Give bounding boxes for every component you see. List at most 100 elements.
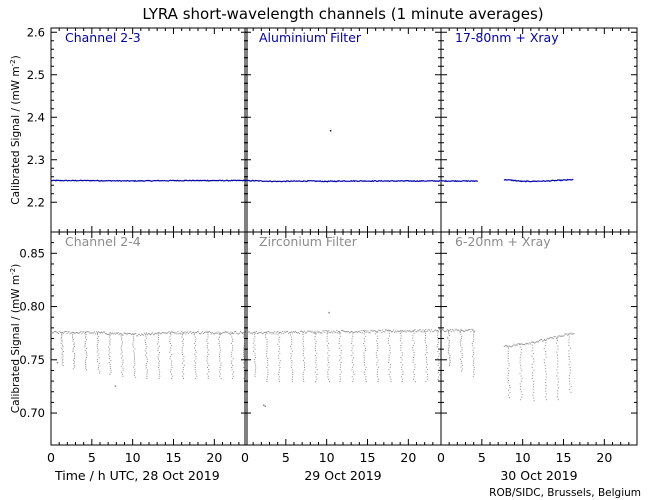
dip-point [328,354,330,356]
data-point [451,329,453,330]
data-point [58,330,60,332]
data-point [171,330,173,332]
data-point [333,330,335,332]
dip-point [437,337,439,338]
data-point [173,331,175,333]
data-point [546,337,548,339]
dip-point [183,360,185,362]
y-axis-label: Calibrated Signal / (mW m-2) [9,264,22,413]
dip-point [108,350,110,352]
data-point [294,331,295,333]
dip-point [508,380,509,381]
dip-point [557,390,559,392]
data-point [90,332,92,334]
data-point [268,331,270,333]
data-point [277,330,279,332]
data-point [162,332,164,333]
data-point [395,331,397,333]
data-point [537,341,538,343]
data-point [175,332,177,334]
dip-point [181,336,183,338]
dip-point [302,334,304,335]
dip-point [364,345,366,347]
dip-point [473,332,475,334]
dip-point [315,340,317,342]
dip-point [134,358,135,360]
dip-point [278,332,280,334]
data-point [283,332,285,334]
dip-point [569,372,571,374]
dip-point [146,363,148,365]
data-point [327,332,329,334]
dip-point [158,345,160,347]
data-point [177,331,179,332]
dip-point [412,340,414,342]
dip-point [339,338,341,340]
dip-point [206,360,208,362]
dip-point [412,330,414,332]
dip-point [146,375,148,377]
data-point [441,329,442,331]
dip-point [242,332,244,334]
data-point [198,331,199,333]
data-point [401,330,403,331]
data-point [566,333,568,335]
dip-point [460,358,461,360]
dip-point [171,345,172,347]
panel-label: Channel 2-4 [65,234,141,249]
dip-point [427,378,429,380]
dip-point [461,337,462,339]
dip-point [473,336,475,338]
data-point [313,332,315,334]
data-point [423,331,425,333]
dip-point [86,339,87,341]
data-point [409,330,411,332]
data-point [74,333,76,335]
dip-point [425,335,426,337]
data-point [368,332,370,333]
data-point [163,332,165,334]
data-point [344,331,345,332]
dip-point [315,343,317,345]
dip-point [508,372,509,374]
dip-point [472,375,474,377]
dip-point [472,349,474,351]
dip-point [207,353,209,355]
data-point [529,342,531,344]
dip-point [60,338,62,340]
data-point [304,332,306,334]
dip-point [315,333,317,335]
dip-point [291,341,293,343]
dip-point [569,389,571,390]
dip-point [61,363,63,365]
dip-point [232,371,234,373]
dip-point [278,346,280,348]
dip-point [413,357,415,358]
dip-point [424,330,426,332]
dip-point [219,358,221,360]
dip-point [315,350,316,352]
dip-point [72,349,74,351]
dip-point [519,346,521,348]
x-tick-label: 10 [515,450,531,465]
dip-point [255,367,257,369]
dip-point [98,366,99,368]
data-point [300,330,302,332]
data-point [217,331,219,333]
dip-point [182,334,183,336]
dip-point [61,349,63,351]
data-point [362,330,364,332]
dip-point [520,354,522,356]
data-point [470,331,472,333]
dip-point [220,362,222,364]
dip-point [401,369,403,371]
data-point [94,331,96,333]
dip-point [413,373,415,375]
data-point [429,329,431,331]
dip-point [98,363,100,364]
dip-point [569,367,571,368]
data-point [201,331,203,333]
dip-point [461,349,463,351]
data-point [446,329,448,331]
data-point [514,345,516,347]
